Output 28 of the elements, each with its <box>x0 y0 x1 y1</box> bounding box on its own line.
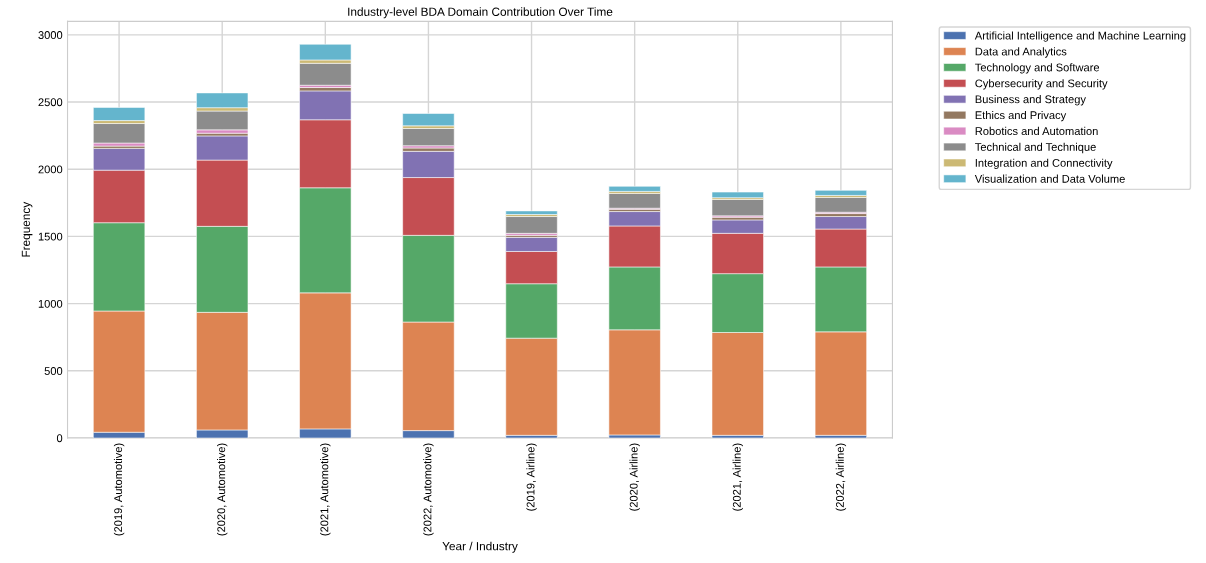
y-tick-label: 1500 <box>38 232 63 241</box>
x-tick-label: (2019, Automotive) <box>113 443 125 536</box>
legend-label: Visualization and Data Volume <box>974 174 1125 183</box>
legend-label: Ethics and Privacy <box>975 110 1067 122</box>
legend-label: Technology and Software <box>975 63 1100 74</box>
y-tick-label: 2000 <box>38 165 63 174</box>
y-tick-label: 3000 <box>38 31 63 39</box>
x-tick-label: (2020, Automotive) <box>217 443 228 536</box>
y-tick-label: 500 <box>44 367 63 375</box>
legend-label: Cybersecurity and Security <box>975 79 1108 90</box>
x-axis-title: Year / Industry <box>442 541 518 553</box>
x-tick-label: (2020, Airline) <box>629 443 640 511</box>
legend-label: Technical and Technique <box>975 142 1096 154</box>
chart-title: Industry-level BDA Domain Contribution Over Time <box>348 7 613 19</box>
y-tick-label: 0 <box>56 434 63 443</box>
legend-label: Integration and Connectivity <box>975 158 1113 170</box>
x-tick-label: (2022, Automotive) <box>423 443 434 536</box>
x-tick-label: (2019, Airline) <box>526 443 537 511</box>
x-tick-label: (2021, Airline) <box>732 443 743 511</box>
x-tick-label: (2022, Airline) <box>835 443 847 511</box>
y-axis-title: Frequency <box>21 201 33 257</box>
legend-label: Business and Strategy <box>975 95 1086 106</box>
legend-label: Artificial Intelligence and Machine Learning <box>974 31 1186 42</box>
legend-label: Data and Analytics <box>975 47 1067 58</box>
y-tick-label: 2500 <box>38 98 63 107</box>
x-tick-label: (2021, Automotive) <box>320 443 331 536</box>
legend-label: Robotics and Automation <box>975 126 1098 136</box>
y-tick-label: 1000 <box>38 299 63 308</box>
